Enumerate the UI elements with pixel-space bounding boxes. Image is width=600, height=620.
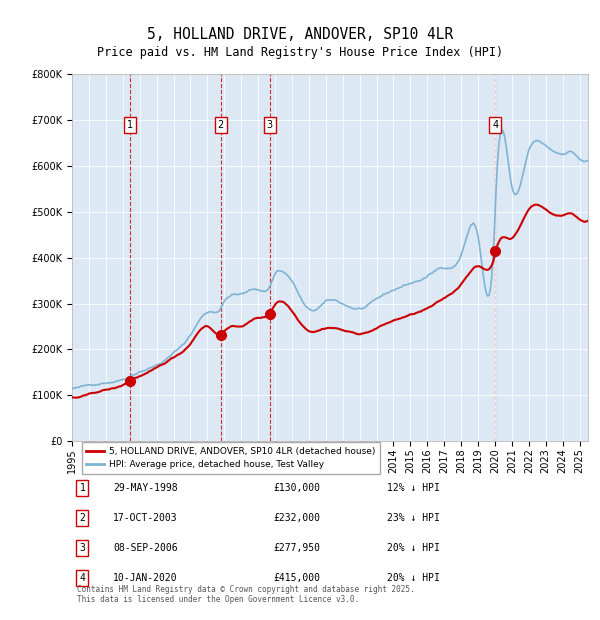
Text: £277,950: £277,950 xyxy=(273,542,320,552)
Text: 1: 1 xyxy=(79,482,85,493)
Text: 4: 4 xyxy=(79,573,85,583)
Legend: 5, HOLLAND DRIVE, ANDOVER, SP10 4LR (detached house), HPI: Average price, detach: 5, HOLLAND DRIVE, ANDOVER, SP10 4LR (det… xyxy=(82,442,380,474)
Text: £415,000: £415,000 xyxy=(273,573,320,583)
Text: Price paid vs. HM Land Registry's House Price Index (HPI): Price paid vs. HM Land Registry's House … xyxy=(97,46,503,59)
Text: £232,000: £232,000 xyxy=(273,513,320,523)
Text: 3: 3 xyxy=(79,542,85,552)
Text: 3: 3 xyxy=(266,120,272,130)
Text: Contains HM Land Registry data © Crown copyright and database right 2025.
This d: Contains HM Land Registry data © Crown c… xyxy=(77,585,415,604)
Text: 17-OCT-2003: 17-OCT-2003 xyxy=(113,513,178,523)
Text: £130,000: £130,000 xyxy=(273,482,320,493)
Text: 5, HOLLAND DRIVE, ANDOVER, SP10 4LR: 5, HOLLAND DRIVE, ANDOVER, SP10 4LR xyxy=(147,27,453,42)
Text: 4: 4 xyxy=(493,120,499,130)
Text: 2: 2 xyxy=(79,513,85,523)
Text: 10-JAN-2020: 10-JAN-2020 xyxy=(113,573,178,583)
Text: 1: 1 xyxy=(127,120,133,130)
Text: 20% ↓ HPI: 20% ↓ HPI xyxy=(387,573,440,583)
Text: 12% ↓ HPI: 12% ↓ HPI xyxy=(387,482,440,493)
Text: 08-SEP-2006: 08-SEP-2006 xyxy=(113,542,178,552)
Text: 2: 2 xyxy=(218,120,224,130)
Text: 29-MAY-1998: 29-MAY-1998 xyxy=(113,482,178,493)
Text: 20% ↓ HPI: 20% ↓ HPI xyxy=(387,542,440,552)
Text: 23% ↓ HPI: 23% ↓ HPI xyxy=(387,513,440,523)
